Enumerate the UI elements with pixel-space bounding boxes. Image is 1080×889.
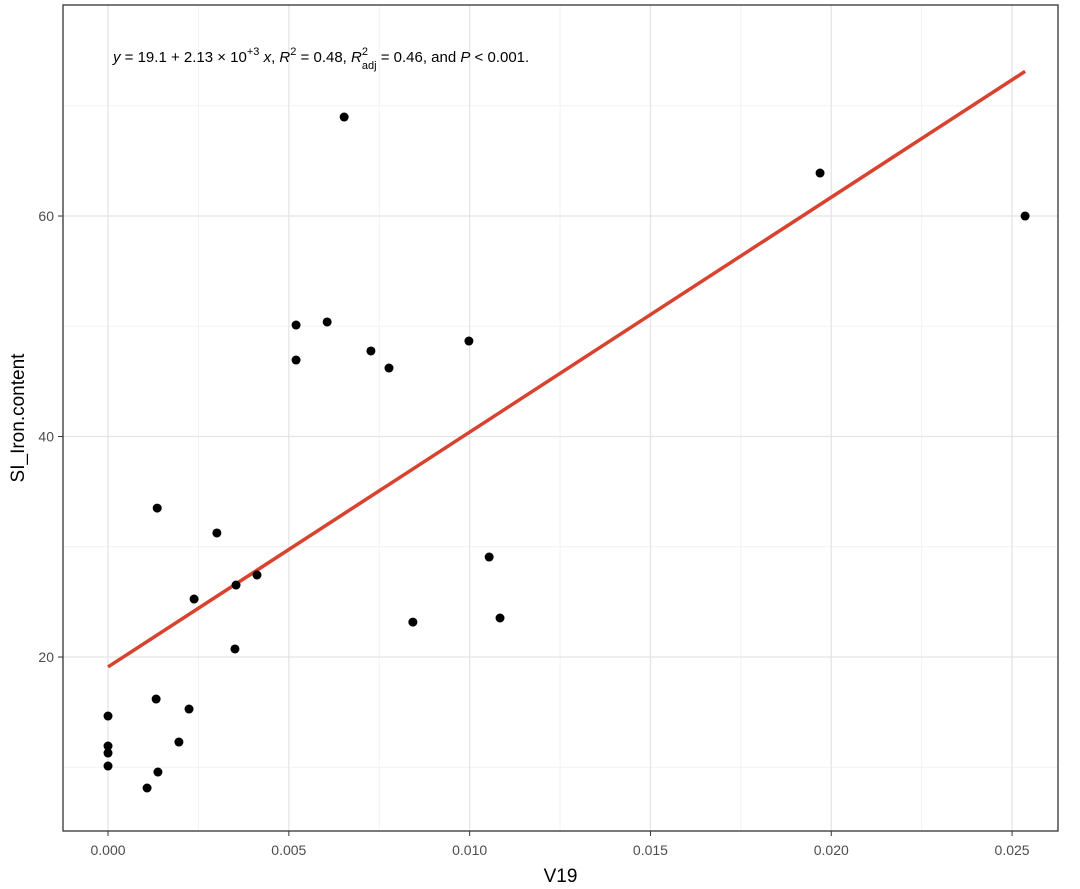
annotation-part: P — [460, 49, 470, 66]
point — [815, 168, 825, 178]
annotation: y = 19.1 + 2.13 × 10+3 x, R2 = 0.48, R2 a… — [112, 46, 529, 72]
x-tick-label: 0.025 — [995, 842, 1030, 858]
point — [339, 112, 349, 122]
annotation-part: 2 — [362, 46, 368, 58]
annotation-part: x — [263, 49, 272, 66]
annotation-part: = 0.46, and — [377, 49, 461, 66]
point — [103, 761, 113, 771]
annotation-part: R — [279, 49, 290, 66]
y-tick-label: 60 — [38, 208, 54, 224]
point — [322, 317, 332, 327]
point — [189, 594, 199, 604]
x-tick-label: 0.000 — [90, 842, 125, 858]
annotation-part: R — [351, 49, 362, 66]
point — [103, 748, 113, 758]
point — [152, 503, 162, 513]
point — [212, 528, 222, 538]
point — [153, 767, 163, 777]
annotation-part: +3 — [247, 46, 260, 58]
point — [291, 320, 301, 330]
point — [184, 704, 194, 714]
annotation-part: y — [112, 49, 122, 66]
x-tick-label: 0.005 — [271, 842, 306, 858]
point — [103, 711, 113, 721]
point — [230, 644, 240, 654]
y-tick-label: 20 — [38, 649, 54, 665]
point — [408, 617, 418, 627]
point — [384, 363, 394, 373]
panel-border — [62, 4, 1059, 832]
fit-line — [107, 69, 1027, 669]
annotation-part: 2 — [290, 46, 296, 58]
point — [151, 694, 161, 704]
point — [103, 741, 113, 751]
annotation-part: = 0.48, — [296, 49, 351, 66]
y-axis-title: SI_Iron.content — [8, 353, 29, 483]
point — [174, 737, 184, 747]
point — [291, 355, 301, 365]
point — [142, 783, 152, 793]
annotation-part: adj — [362, 60, 377, 72]
x-tick-label: 0.010 — [452, 842, 487, 858]
point — [484, 552, 494, 562]
point — [252, 570, 262, 580]
point — [1020, 211, 1030, 221]
x-tick-label: 0.020 — [814, 842, 849, 858]
point — [464, 336, 474, 346]
annotation-part: = 19.1 + 2.13 × 10 — [121, 49, 247, 66]
x-tick-label: 0.015 — [633, 842, 668, 858]
point — [366, 346, 376, 356]
point — [495, 613, 505, 623]
annotation-part: , — [271, 49, 279, 66]
x-axis-title: V19 — [544, 866, 578, 887]
annotation-part: < 0.001. — [470, 49, 529, 66]
y-tick-label: 40 — [38, 429, 54, 445]
point — [231, 580, 241, 590]
